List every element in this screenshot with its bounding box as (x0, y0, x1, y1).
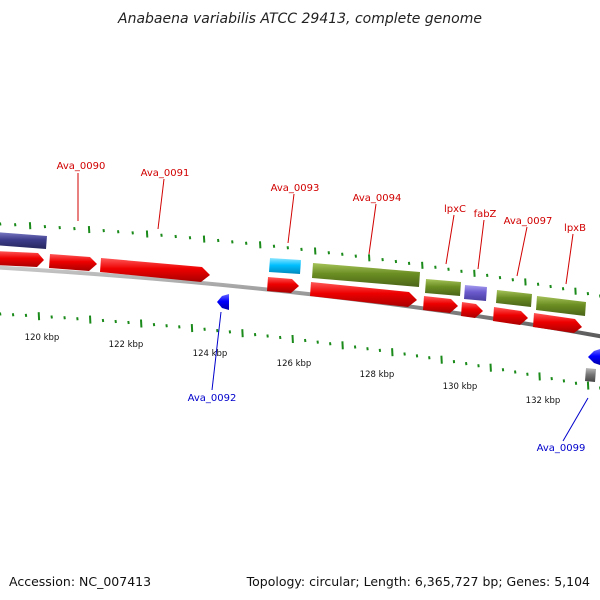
scale-label: 128 kbp (360, 370, 395, 380)
gene-arrow (461, 302, 483, 318)
gene-arrow (493, 307, 528, 325)
gene-arrow (217, 294, 229, 310)
gene-label[interactable]: Ava_0091 (141, 168, 190, 179)
gene-arrow (464, 285, 487, 301)
gene-arrow (269, 258, 301, 274)
gene-arrow (425, 279, 461, 296)
gene-arrow (0, 232, 47, 249)
accession-text: Accession: NC_007413 (9, 574, 151, 589)
gc-skew-track-upper (0, 222, 600, 298)
gene-arrow (585, 368, 596, 382)
gene-arrow (588, 349, 600, 365)
gene-label[interactable]: lpxC (444, 204, 466, 215)
gene-label[interactable]: Ava_0099 (537, 443, 586, 454)
gene-arrow (267, 277, 299, 293)
scale-label: 126 kbp (277, 359, 312, 369)
gene-arrow (496, 290, 532, 307)
gene-arrow (310, 282, 417, 307)
gene-label[interactable]: Ava_0097 (504, 216, 553, 227)
gene-arrow (533, 313, 582, 333)
genome-summary-text: Topology: circular; Length: 6,365,727 bp… (246, 574, 590, 589)
gene-arrow (423, 296, 458, 313)
gene-labels-upper: Ava_0090 Ava_0091 Ava_0093 Ava_0094 lpxC… (57, 161, 586, 234)
gene-labels-lower: Ava_0092 Ava_0099 (188, 393, 586, 454)
gc-skew-track-lower (0, 312, 600, 390)
map-title: Anabaena variabilis ATCC 29413, complete… (117, 11, 482, 27)
scale-label: 124 kbp (193, 349, 228, 359)
gene-label[interactable]: Ava_0093 (271, 183, 320, 194)
gene-label-leaders-lower (211, 311, 589, 442)
gene-arrow (49, 254, 97, 271)
gene-label[interactable]: fabZ (474, 209, 497, 220)
gene-label[interactable]: lpxB (564, 223, 586, 234)
gene-arrow (0, 251, 44, 267)
scale-labels: 120 kbp 122 kbp 124 kbp 126 kbp 128 kbp … (25, 333, 561, 406)
scale-label: 130 kbp (443, 382, 478, 392)
gene-arrow (312, 263, 420, 287)
gene-arrow (100, 258, 210, 282)
gene-arrow (536, 296, 586, 316)
gene-label-leaders-upper (77, 173, 574, 285)
gene-label[interactable]: Ava_0092 (188, 393, 237, 404)
scale-label: 122 kbp (109, 340, 144, 350)
scale-label: 132 kbp (526, 396, 561, 406)
gene-label[interactable]: Ava_0090 (57, 161, 106, 172)
gene-label[interactable]: Ava_0094 (353, 193, 402, 204)
scale-label: 120 kbp (25, 333, 60, 343)
gene-track (0, 232, 600, 382)
